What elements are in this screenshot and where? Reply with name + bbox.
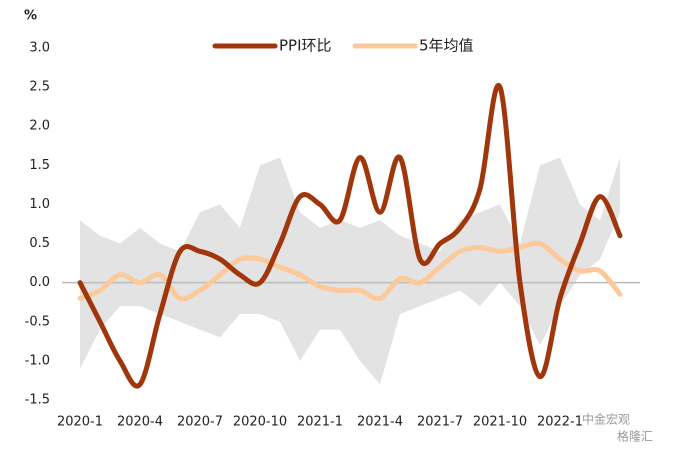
legend-label: PPI环比	[279, 37, 332, 55]
legend-label: 5年均值	[419, 37, 474, 55]
x-tick-label: 2020-4	[117, 415, 163, 430]
x-tick-label: 2021-7	[417, 415, 463, 430]
y-tick-label: -1.0	[25, 353, 50, 368]
y-tick-label: 0.5	[29, 236, 50, 251]
x-tick-label: 2020-1	[57, 415, 103, 430]
y-tick-label: -1.5	[25, 393, 50, 408]
y-tick-label: 1.0	[29, 197, 50, 212]
y-tick-label: 0.0	[29, 275, 50, 290]
series-line	[77, 82, 623, 389]
y-tick-label: 2.5	[29, 80, 50, 95]
y-tick-label: 2.0	[29, 119, 50, 134]
x-tick-label: 2021-4	[357, 415, 403, 430]
x-tick-label: 2022-1	[537, 415, 583, 430]
y-tick-label: -0.5	[25, 314, 50, 329]
x-tick-label: 2021-1	[297, 415, 343, 430]
range-band	[80, 157, 620, 385]
y-tick-label: 1.5	[29, 158, 50, 173]
watermark: 中金宏观	[582, 412, 630, 427]
y-tick-label: 3.0	[29, 41, 50, 56]
watermark: 格隆汇	[617, 429, 653, 444]
x-tick-label: 2020-7	[177, 415, 223, 430]
unit-label: %	[24, 9, 37, 24]
x-tick-label: 2020-10	[233, 415, 287, 430]
x-tick-label: 2021-10	[473, 415, 527, 430]
